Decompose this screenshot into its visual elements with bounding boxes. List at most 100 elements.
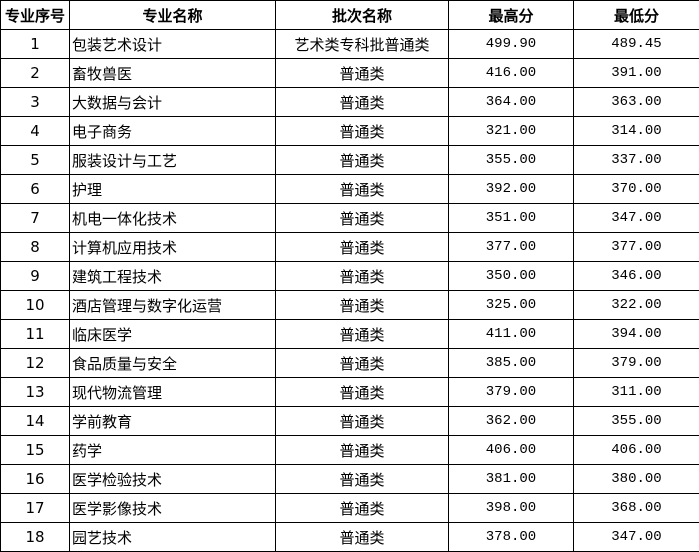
cell-major: 畜牧兽医 <box>69 58 276 88</box>
cell-min: 370.00 <box>573 174 699 204</box>
table-row: 11 临床医学 普通类 411.00 394.00 <box>0 319 699 349</box>
cell-max: 351.00 <box>448 203 574 233</box>
cell-max: 325.00 <box>448 290 574 320</box>
cell-major: 计算机应用技术 <box>69 232 276 262</box>
cell-batch: 普通类 <box>275 290 449 320</box>
cell-major: 酒店管理与数字化运营 <box>69 290 276 320</box>
header-batch: 批次名称 <box>275 0 449 30</box>
cell-min: 394.00 <box>573 319 699 349</box>
cell-max: 321.00 <box>448 116 574 146</box>
table-row: 14 学前教育 普通类 362.00 355.00 <box>0 406 699 436</box>
cell-min: 347.00 <box>573 203 699 233</box>
cell-max: 416.00 <box>448 58 574 88</box>
cell-major: 现代物流管理 <box>69 377 276 407</box>
cell-batch: 普通类 <box>275 435 449 465</box>
cell-batch: 艺术类专科批普通类 <box>275 29 449 59</box>
header-max: 最高分 <box>448 0 574 30</box>
cell-batch: 普通类 <box>275 116 449 146</box>
cell-major: 食品质量与安全 <box>69 348 276 378</box>
cell-max: 398.00 <box>448 493 574 523</box>
cell-batch: 普通类 <box>275 319 449 349</box>
cell-min: 391.00 <box>573 58 699 88</box>
cell-max: 377.00 <box>448 232 574 262</box>
table-row: 15 药学 普通类 406.00 406.00 <box>0 435 699 465</box>
cell-min: 406.00 <box>573 435 699 465</box>
cell-major: 大数据与会计 <box>69 87 276 117</box>
table-row: 2 畜牧兽医 普通类 416.00 391.00 <box>0 58 699 88</box>
table-row: 16 医学检验技术 普通类 381.00 380.00 <box>0 464 699 494</box>
header-major: 专业名称 <box>69 0 276 30</box>
cell-no: 10 <box>0 290 70 320</box>
cell-min: 311.00 <box>573 377 699 407</box>
cell-max: 378.00 <box>448 522 574 552</box>
header-row: 专业序号 专业名称 批次名称 最高分 最低分 <box>0 0 699 30</box>
cell-no: 18 <box>0 522 70 552</box>
cell-max: 406.00 <box>448 435 574 465</box>
table-row: 7 机电一体化技术 普通类 351.00 347.00 <box>0 203 699 233</box>
cell-no: 7 <box>0 203 70 233</box>
cell-batch: 普通类 <box>275 174 449 204</box>
cell-no: 12 <box>0 348 70 378</box>
cell-no: 15 <box>0 435 70 465</box>
cell-batch: 普通类 <box>275 406 449 436</box>
cell-no: 1 <box>0 29 70 59</box>
cell-batch: 普通类 <box>275 464 449 494</box>
cell-major: 包装艺术设计 <box>69 29 276 59</box>
cell-major: 学前教育 <box>69 406 276 436</box>
cell-batch: 普通类 <box>275 203 449 233</box>
cell-no: 2 <box>0 58 70 88</box>
cell-max: 411.00 <box>448 319 574 349</box>
cell-major: 服装设计与工艺 <box>69 145 276 175</box>
cell-batch: 普通类 <box>275 348 449 378</box>
cell-major: 护理 <box>69 174 276 204</box>
cell-no: 9 <box>0 261 70 291</box>
cell-max: 364.00 <box>448 87 574 117</box>
cell-min: 380.00 <box>573 464 699 494</box>
header-min: 最低分 <box>573 0 699 30</box>
cell-no: 16 <box>0 464 70 494</box>
cell-major: 园艺技术 <box>69 522 276 552</box>
table-row: 4 电子商务 普通类 321.00 314.00 <box>0 116 699 146</box>
cell-max: 381.00 <box>448 464 574 494</box>
cell-max: 362.00 <box>448 406 574 436</box>
cell-no: 17 <box>0 493 70 523</box>
cell-min: 322.00 <box>573 290 699 320</box>
table-row: 3 大数据与会计 普通类 364.00 363.00 <box>0 87 699 117</box>
cell-no: 14 <box>0 406 70 436</box>
cell-min: 489.45 <box>573 29 699 59</box>
cell-major: 机电一体化技术 <box>69 203 276 233</box>
table-row: 18 园艺技术 普通类 378.00 347.00 <box>0 522 699 552</box>
cell-batch: 普通类 <box>275 493 449 523</box>
header-no: 专业序号 <box>0 0 70 30</box>
cell-major: 电子商务 <box>69 116 276 146</box>
table-row: 17 医学影像技术 普通类 398.00 368.00 <box>0 493 699 523</box>
cell-min: 379.00 <box>573 348 699 378</box>
cell-batch: 普通类 <box>275 145 449 175</box>
cell-no: 6 <box>0 174 70 204</box>
table-row: 8 计算机应用技术 普通类 377.00 377.00 <box>0 232 699 262</box>
cell-max: 355.00 <box>448 145 574 175</box>
cell-no: 5 <box>0 145 70 175</box>
cell-major: 临床医学 <box>69 319 276 349</box>
cell-major: 药学 <box>69 435 276 465</box>
cell-min: 337.00 <box>573 145 699 175</box>
cell-batch: 普通类 <box>275 377 449 407</box>
cell-min: 347.00 <box>573 522 699 552</box>
table-row: 1 包装艺术设计 艺术类专科批普通类 499.90 489.45 <box>0 29 699 59</box>
cell-max: 385.00 <box>448 348 574 378</box>
cell-no: 11 <box>0 319 70 349</box>
cell-batch: 普通类 <box>275 87 449 117</box>
table-row: 9 建筑工程技术 普通类 350.00 346.00 <box>0 261 699 291</box>
table-row: 10 酒店管理与数字化运营 普通类 325.00 322.00 <box>0 290 699 320</box>
cell-no: 13 <box>0 377 70 407</box>
cell-min: 314.00 <box>573 116 699 146</box>
cell-batch: 普通类 <box>275 261 449 291</box>
cell-max: 350.00 <box>448 261 574 291</box>
cell-min: 377.00 <box>573 232 699 262</box>
cell-min: 346.00 <box>573 261 699 291</box>
table-row: 6 护理 普通类 392.00 370.00 <box>0 174 699 204</box>
table-row: 5 服装设计与工艺 普通类 355.00 337.00 <box>0 145 699 175</box>
cell-min: 363.00 <box>573 87 699 117</box>
cell-major: 医学影像技术 <box>69 493 276 523</box>
